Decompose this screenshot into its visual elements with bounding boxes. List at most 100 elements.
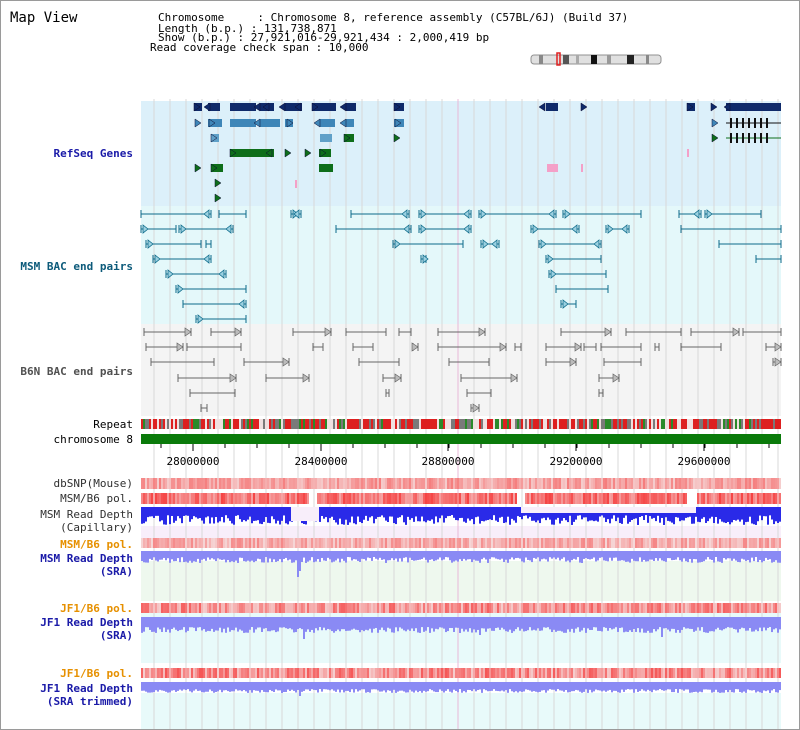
- read-depth-bar: [749, 682, 751, 691]
- polymorphism-cell: [141, 668, 143, 678]
- jf1-depth-sra-label[interactable]: JF1 Read Depth: [40, 616, 133, 629]
- polymorphism-cell: [605, 603, 607, 613]
- read-depth-bar: [409, 617, 411, 631]
- read-depth-bar: [511, 551, 513, 558]
- read-depth-bar: [717, 551, 719, 562]
- polymorphism-cell: [271, 603, 273, 613]
- polymorphism-cell: [239, 668, 241, 678]
- read-depth-bar: [703, 551, 705, 562]
- read-depth-bar: [485, 617, 487, 632]
- polymorphism-cell: [521, 668, 523, 678]
- read-depth-bar: [335, 507, 337, 523]
- read-depth-bar: [303, 682, 305, 691]
- msm-depth-sra-label[interactable]: MSM Read Depth: [40, 552, 133, 565]
- read-depth-bar: [441, 551, 443, 561]
- msm-depth-capillary-label[interactable]: MSM Read Depth: [40, 508, 133, 521]
- read-depth-bar: [731, 617, 733, 628]
- polymorphism-cell: [237, 538, 239, 548]
- read-depth-bar: [491, 617, 493, 631]
- polymorphism-cell: [239, 493, 241, 504]
- read-depth-bar: [417, 507, 419, 522]
- polymorphism-cell: [199, 603, 201, 613]
- msm-bac-label[interactable]: MSM BAC end pairs: [20, 260, 133, 273]
- repeat-block: [577, 419, 579, 429]
- dbsnp-label[interactable]: dbSNP(Mouse): [53, 477, 133, 490]
- polymorphism-cell: [545, 493, 547, 504]
- polymorphism-cell: [775, 478, 777, 489]
- msm-b6-pol-2-label[interactable]: MSM/B6 pol.: [60, 538, 133, 551]
- read-depth-bar: [215, 551, 217, 562]
- polymorphism-cell: [339, 493, 341, 504]
- polymorphism-cell: [153, 478, 155, 489]
- read-depth-bar: [293, 617, 295, 633]
- polymorphism-cell: [241, 478, 243, 489]
- polymorphism-cell: [527, 668, 529, 678]
- repeat-block: [673, 419, 675, 429]
- read-depth-bar: [745, 682, 747, 693]
- repeat-block: [713, 419, 715, 429]
- polymorphism-cell: [569, 668, 571, 678]
- polymorphism-cell: [617, 538, 619, 548]
- polymorphism-cell: [551, 493, 553, 504]
- polymorphism-cell: [641, 538, 643, 548]
- read-depth-bar: [535, 617, 537, 631]
- polymorphism-cell: [703, 538, 705, 548]
- msm-b6-pol-label[interactable]: MSM/B6 pol.: [60, 492, 133, 505]
- polymorphism-cell: [501, 493, 503, 504]
- polymorphism-cell: [241, 668, 243, 678]
- read-depth-bar: [585, 682, 587, 690]
- polymorphism-cell: [243, 603, 245, 613]
- polymorphism-cell: [597, 493, 599, 504]
- read-depth-bar: [459, 551, 461, 560]
- read-depth-bar: [195, 507, 197, 518]
- repeat-block: [709, 419, 711, 429]
- refseq-genes-label[interactable]: RefSeq Genes: [53, 147, 133, 160]
- repeat-block: [189, 419, 191, 429]
- polymorphism-cell: [693, 538, 695, 548]
- read-depth-bar: [729, 551, 731, 559]
- jf1-b6-pol-label[interactable]: JF1/B6 pol.: [60, 602, 133, 615]
- polymorphism-cell: [679, 668, 681, 678]
- jf1-depth-trimmed-label[interactable]: JF1 Read Depth: [40, 682, 133, 695]
- repeat-block: [229, 419, 231, 429]
- repeat-block: [441, 419, 443, 429]
- read-depth-bar: [477, 507, 479, 517]
- polymorphism-cell: [159, 538, 161, 548]
- read-depth-bar: [671, 617, 673, 629]
- read-depth-bar: [419, 507, 421, 522]
- polymorphism-cell: [293, 668, 295, 678]
- polymorphism-cell: [183, 668, 185, 678]
- polymorphism-cell: [507, 538, 509, 548]
- read-depth-bar: [261, 617, 263, 632]
- polymorphism-cell: [277, 668, 279, 678]
- polymorphism-cell: [729, 668, 731, 678]
- polymorphism-cell: [325, 603, 327, 613]
- polymorphism-cell: [399, 538, 401, 548]
- polymorphism-cell: [281, 538, 283, 548]
- repeat-block: [167, 419, 169, 429]
- polymorphism-cell: [169, 493, 171, 504]
- polymorphism-cell: [421, 478, 423, 489]
- jf1-b6-pol-2-label[interactable]: JF1/B6 pol.: [60, 667, 133, 680]
- polymorphism-cell: [233, 478, 235, 489]
- polymorphism-cell: [397, 603, 399, 613]
- polymorphism-cell: [639, 493, 641, 504]
- read-depth-bar: [473, 682, 475, 690]
- polymorphism-cell: [443, 478, 445, 489]
- polymorphism-cell: [263, 668, 265, 678]
- read-depth-bar: [341, 507, 343, 525]
- repeat-block: [141, 419, 143, 429]
- read-depth-bar: [483, 617, 485, 629]
- polymorphism-cell: [495, 603, 497, 613]
- chromosome-label: chromosome 8: [53, 433, 133, 446]
- polymorphism-cell: [561, 478, 563, 489]
- polymorphism-cell: [189, 493, 191, 504]
- polymorphism-cell: [405, 668, 407, 678]
- b6n-bac-label[interactable]: B6N BAC end pairs: [20, 365, 133, 378]
- polymorphism-cell: [187, 603, 189, 613]
- read-depth-bar: [407, 507, 409, 517]
- read-depth-bar: [331, 551, 333, 563]
- read-depth-bar: [567, 682, 569, 693]
- polymorphism-cell: [231, 493, 233, 504]
